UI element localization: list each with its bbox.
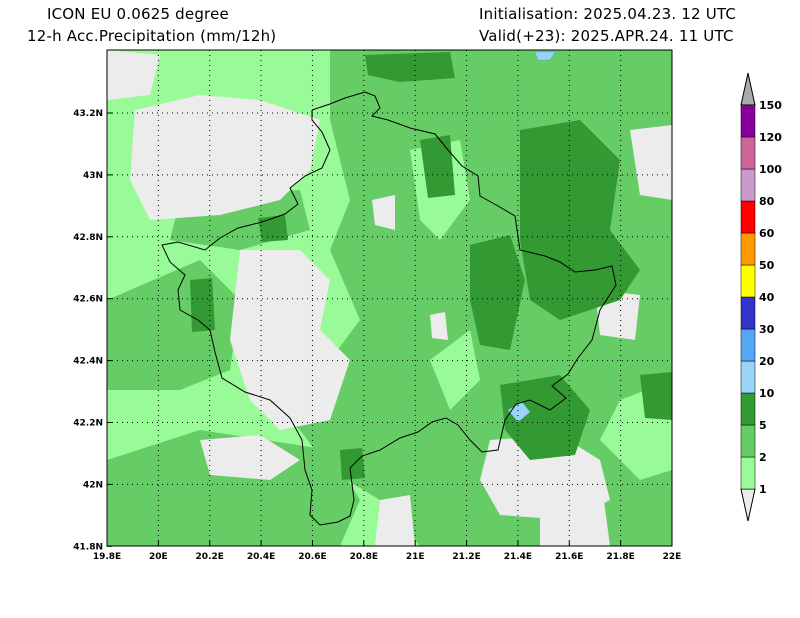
colorbar-segment bbox=[740, 200, 756, 234]
map-frame bbox=[106, 49, 673, 547]
colorbar-label: 150 bbox=[759, 99, 782, 112]
colorbar-segment bbox=[740, 360, 756, 394]
lat-tick-label: 43.2N bbox=[73, 109, 103, 119]
lon-tick-label: 22E bbox=[663, 552, 682, 562]
lon-tick-label: 21.6E bbox=[555, 552, 583, 562]
colorbar-label: 1 bbox=[759, 483, 767, 496]
colorbar-label: 80 bbox=[759, 195, 775, 208]
lat-lon-grid bbox=[107, 50, 672, 546]
lon-tick-label: 20.6E bbox=[298, 552, 326, 562]
init-time: Initialisation: 2025.04.23. 12 UTC bbox=[479, 5, 737, 23]
colorbar-segment bbox=[740, 424, 756, 458]
colorbar-segment bbox=[740, 168, 756, 202]
lon-tick-label: 20E bbox=[149, 552, 168, 562]
lat-tick-label: 43N bbox=[83, 171, 103, 181]
valid-time: Valid(+23): 2025.APR.24. 11 UTC bbox=[479, 27, 734, 45]
variable-title: 12-h Acc.Precipitation (mm/12h) bbox=[27, 27, 277, 45]
colorbar-label: 30 bbox=[759, 323, 775, 336]
colorbar: 1 2 5 10 20 30 40 50 60 80 100 120 150 bbox=[740, 72, 782, 522]
colorbar-segment bbox=[740, 392, 756, 426]
lat-tick-label: 42.8N bbox=[73, 233, 103, 243]
colorbar-segment bbox=[740, 232, 756, 266]
country-borders bbox=[161, 91, 617, 526]
colorbar-label: 10 bbox=[759, 387, 775, 400]
colorbar-label: 2 bbox=[759, 451, 767, 464]
colorbar-label: 20 bbox=[759, 355, 775, 368]
lat-tick-label: 42.6N bbox=[73, 295, 103, 305]
colorbar-over-arrow bbox=[740, 72, 756, 106]
colorbar-segment bbox=[740, 456, 756, 490]
precip-field bbox=[107, 50, 672, 546]
colorbar-segment bbox=[740, 296, 756, 330]
colorbar-under-arrow bbox=[740, 488, 756, 522]
colorbar-segment bbox=[740, 264, 756, 298]
lat-tick-label: 42.2N bbox=[73, 419, 103, 429]
colorbar-label: 100 bbox=[759, 163, 782, 176]
colorbar-label: 50 bbox=[759, 259, 775, 272]
lon-tick-label: 21.2E bbox=[452, 552, 480, 562]
colorbar-label: 40 bbox=[759, 291, 775, 304]
lon-tick-label: 20.8E bbox=[350, 552, 378, 562]
colorbar-label: 5 bbox=[759, 419, 767, 432]
lon-tick-label: 21.4E bbox=[504, 552, 532, 562]
lat-tick-label: 42.4N bbox=[73, 357, 103, 367]
colorbar-segment bbox=[740, 104, 756, 138]
lon-tick-label: 20.4E bbox=[247, 552, 275, 562]
lat-tick-label: 41.8N bbox=[73, 542, 103, 552]
lon-tick-label: 19.8E bbox=[93, 552, 121, 562]
lon-tick-label: 21E bbox=[406, 552, 425, 562]
lon-tick-label: 21.8E bbox=[606, 552, 634, 562]
colorbar-label: 120 bbox=[759, 131, 782, 144]
colorbar-segment bbox=[740, 136, 756, 170]
lon-tick-label: 20.2E bbox=[196, 552, 224, 562]
model-title: ICON EU 0.0625 degree bbox=[47, 5, 229, 23]
colorbar-segment bbox=[740, 328, 756, 362]
colorbar-label: 60 bbox=[759, 227, 775, 240]
lat-tick-label: 42N bbox=[83, 480, 103, 490]
